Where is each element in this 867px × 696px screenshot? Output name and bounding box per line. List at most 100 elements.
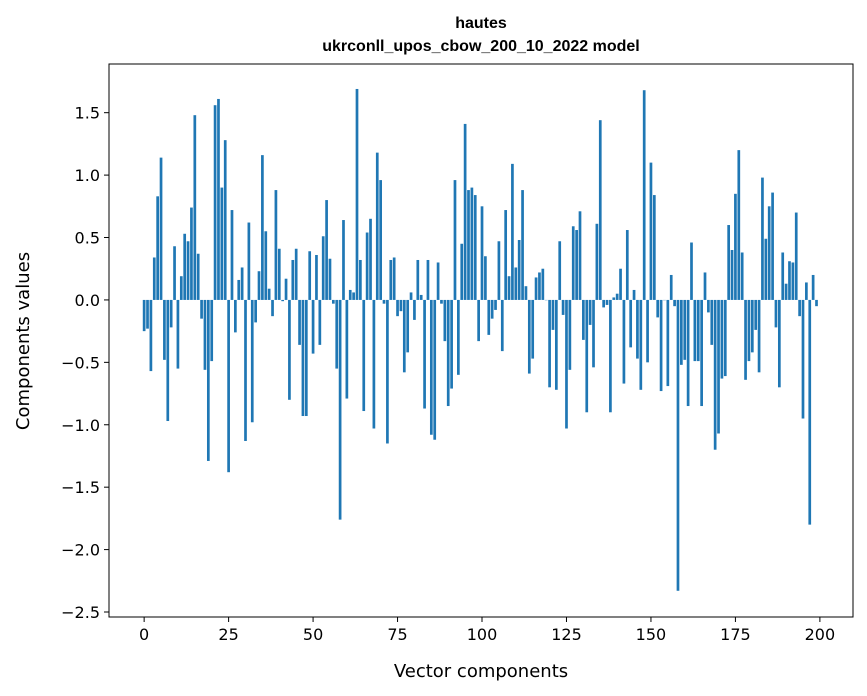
bar bbox=[686, 299, 690, 407]
bar bbox=[402, 299, 406, 373]
bar bbox=[416, 259, 420, 300]
bar bbox=[720, 299, 724, 379]
bar bbox=[345, 299, 349, 399]
bar bbox=[497, 241, 501, 300]
bar bbox=[666, 299, 670, 387]
bar bbox=[247, 222, 251, 300]
bar bbox=[565, 299, 568, 429]
bar bbox=[811, 274, 815, 300]
bar bbox=[186, 241, 190, 300]
bar bbox=[541, 268, 545, 300]
bar bbox=[220, 187, 224, 300]
x-tick-label: 0 bbox=[139, 625, 149, 644]
bar bbox=[237, 279, 241, 300]
x-tick-label: 200 bbox=[805, 625, 836, 644]
bar bbox=[423, 299, 426, 409]
bar bbox=[203, 299, 207, 370]
bar bbox=[767, 206, 771, 300]
x-tick-label: 50 bbox=[303, 625, 323, 644]
bar bbox=[294, 248, 298, 300]
bar bbox=[484, 256, 487, 300]
bar bbox=[737, 150, 741, 300]
y-tick-label: 1.5 bbox=[75, 104, 100, 123]
bar bbox=[554, 299, 558, 390]
bar bbox=[146, 299, 149, 329]
bar bbox=[365, 232, 369, 300]
bar bbox=[784, 283, 788, 300]
bar bbox=[558, 241, 562, 300]
bar bbox=[652, 195, 656, 300]
bar bbox=[487, 299, 491, 335]
bar bbox=[480, 206, 484, 300]
bar bbox=[639, 299, 643, 390]
bar bbox=[656, 299, 660, 318]
bar bbox=[534, 277, 538, 300]
y-axis-label: Components values bbox=[13, 252, 34, 430]
bar bbox=[669, 274, 673, 300]
bar bbox=[446, 299, 450, 407]
bar bbox=[527, 299, 531, 374]
bar bbox=[659, 299, 663, 392]
bar bbox=[163, 299, 166, 360]
x-tick-label: 100 bbox=[467, 625, 498, 644]
bar bbox=[382, 299, 386, 304]
bar bbox=[713, 299, 717, 450]
bar bbox=[457, 299, 460, 375]
bar bbox=[301, 299, 305, 417]
bar bbox=[774, 299, 778, 328]
bar bbox=[267, 288, 271, 300]
bar bbox=[196, 253, 200, 300]
bar bbox=[298, 299, 301, 345]
bar bbox=[288, 299, 291, 400]
bar bbox=[142, 299, 146, 332]
bar bbox=[747, 299, 751, 362]
bar bbox=[223, 140, 227, 300]
bar bbox=[788, 261, 791, 300]
bar bbox=[399, 299, 403, 312]
y-tick-label: −2.5 bbox=[61, 603, 100, 622]
bar bbox=[190, 207, 193, 300]
bar bbox=[261, 155, 264, 300]
bar bbox=[575, 230, 578, 300]
bar bbox=[808, 299, 812, 525]
bar bbox=[588, 299, 592, 325]
bar bbox=[409, 292, 413, 300]
bar bbox=[379, 180, 383, 300]
bar bbox=[460, 243, 464, 300]
bar bbox=[636, 299, 639, 359]
bar bbox=[304, 299, 308, 417]
x-tick-label: 125 bbox=[551, 625, 582, 644]
bar bbox=[649, 162, 653, 300]
bar bbox=[240, 267, 244, 300]
bar bbox=[386, 299, 389, 444]
bar bbox=[592, 299, 595, 368]
bar bbox=[490, 299, 494, 319]
y-tick-label: −1.5 bbox=[61, 478, 100, 497]
bar bbox=[734, 193, 737, 300]
bar bbox=[511, 163, 514, 300]
bar bbox=[730, 249, 734, 300]
bar bbox=[291, 259, 295, 300]
bar bbox=[159, 157, 163, 300]
bar bbox=[595, 223, 599, 300]
bar bbox=[179, 276, 183, 300]
bar bbox=[392, 257, 396, 300]
y-tick-label: 1.0 bbox=[75, 166, 100, 185]
bar bbox=[440, 299, 443, 304]
bar bbox=[271, 299, 274, 317]
bar bbox=[676, 299, 680, 591]
bar bbox=[467, 190, 470, 300]
bar bbox=[152, 257, 156, 300]
bar bbox=[514, 267, 518, 300]
bar bbox=[598, 120, 602, 300]
bar bbox=[582, 299, 585, 340]
bar bbox=[473, 195, 477, 300]
bar bbox=[477, 299, 480, 342]
bar bbox=[740, 252, 744, 300]
bar bbox=[166, 299, 170, 422]
bar bbox=[696, 299, 700, 362]
bar bbox=[805, 282, 808, 300]
bar bbox=[791, 262, 795, 300]
bar bbox=[605, 299, 609, 305]
bar bbox=[500, 299, 504, 352]
